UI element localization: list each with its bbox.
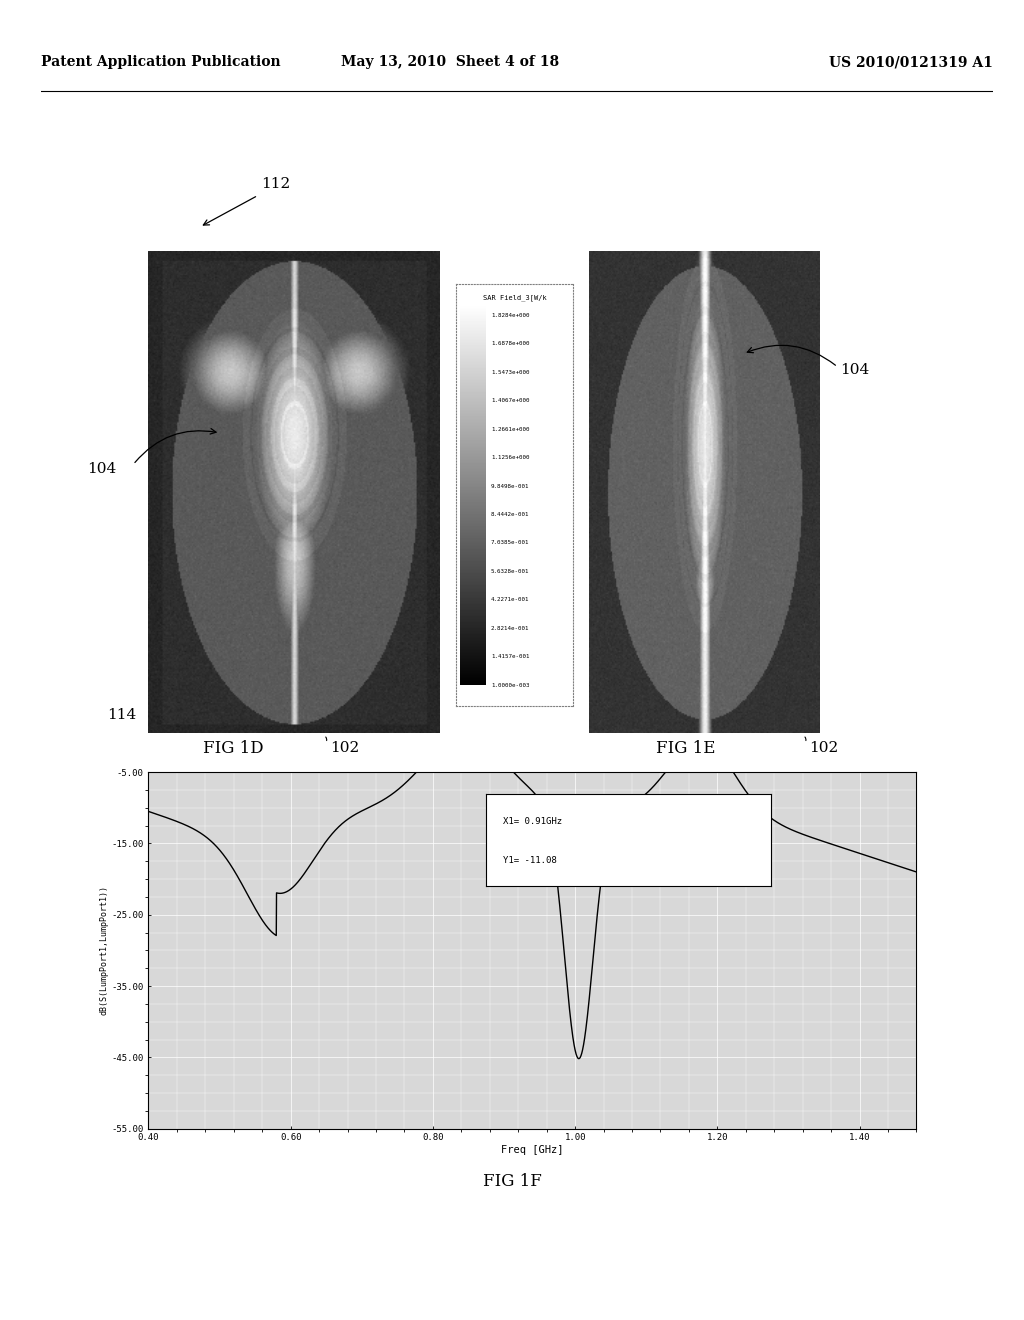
Y-axis label: dB(S(LumpPort1,LumpPort1)): dB(S(LumpPort1,LumpPort1)) xyxy=(99,886,109,1015)
Text: 4.2271e-001: 4.2271e-001 xyxy=(492,597,529,602)
Text: 1.0000e-003: 1.0000e-003 xyxy=(492,682,529,688)
Text: 7.0385e-001: 7.0385e-001 xyxy=(492,540,529,545)
Text: 1.4067e+000: 1.4067e+000 xyxy=(492,399,529,404)
Text: 5.6328e-001: 5.6328e-001 xyxy=(492,569,529,574)
Text: 104: 104 xyxy=(840,363,869,376)
Text: 9.8498e-001: 9.8498e-001 xyxy=(492,483,529,488)
Text: SAR Field_3[W/k: SAR Field_3[W/k xyxy=(482,294,547,301)
Text: 1.5473e+000: 1.5473e+000 xyxy=(492,370,529,375)
Text: 1.4157e-001: 1.4157e-001 xyxy=(492,655,529,659)
Text: 1.6878e+000: 1.6878e+000 xyxy=(492,342,529,346)
Text: FIG 1D: FIG 1D xyxy=(203,741,264,756)
Text: 104: 104 xyxy=(87,462,117,475)
Text: 112: 112 xyxy=(261,177,291,191)
Text: 1.1256e+000: 1.1256e+000 xyxy=(492,455,529,461)
Text: Patent Application Publication: Patent Application Publication xyxy=(41,55,281,69)
Text: 2.8214e-001: 2.8214e-001 xyxy=(492,626,529,631)
Text: US 2010/0121319 A1: US 2010/0121319 A1 xyxy=(829,55,993,69)
Text: 1.8284e+000: 1.8284e+000 xyxy=(492,313,529,318)
Text: FIG 1E: FIG 1E xyxy=(656,741,716,756)
Text: May 13, 2010  Sheet 4 of 18: May 13, 2010 Sheet 4 of 18 xyxy=(341,55,559,69)
Text: 102: 102 xyxy=(809,742,839,755)
Text: 8.4442e-001: 8.4442e-001 xyxy=(492,512,529,517)
Text: 114: 114 xyxy=(108,709,137,722)
Text: 102: 102 xyxy=(330,742,359,755)
Text: 1.2661e+000: 1.2661e+000 xyxy=(492,426,529,432)
Text: FIG 1F: FIG 1F xyxy=(482,1173,542,1189)
X-axis label: Freq [GHz]: Freq [GHz] xyxy=(501,1146,564,1155)
